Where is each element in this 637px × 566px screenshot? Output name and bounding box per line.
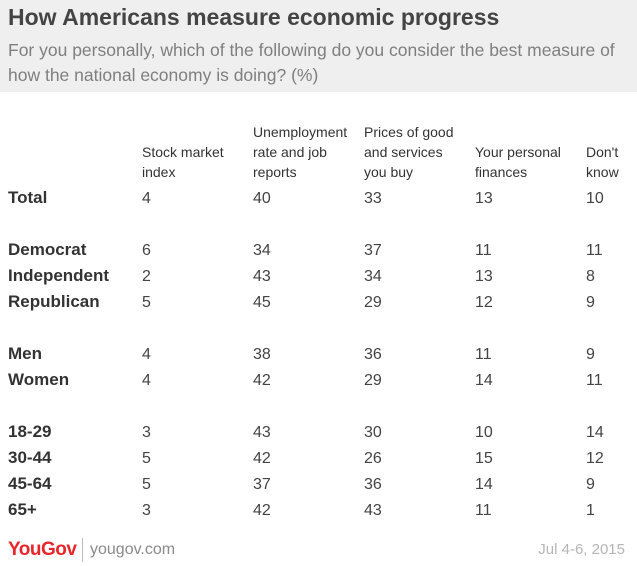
table-row: Total 4 40 33 13 10 <box>0 188 637 214</box>
column-header-line: index <box>142 164 176 180</box>
data-value: 14 <box>475 372 493 389</box>
table-row: Women 4 42 29 14 11 <box>0 370 637 396</box>
data-value: 3 <box>142 424 151 441</box>
data-value: 4 <box>142 190 151 207</box>
data-value: 43 <box>253 268 271 285</box>
data-value: 34 <box>253 242 271 259</box>
column-header: Prices of good and services you buy <box>364 122 476 182</box>
data-value: 11 <box>475 502 492 519</box>
chart-header: How Americans measure economic progress … <box>0 0 637 92</box>
column-header: Stock market index <box>142 142 254 182</box>
row-label: Independent <box>8 266 110 285</box>
data-value: 4 <box>142 346 151 363</box>
table-row: 30-44 5 42 26 15 12 <box>0 448 637 474</box>
column-header-line: Stock market <box>142 144 224 160</box>
data-value: 42 <box>253 502 271 519</box>
yougov-logo: YouGov <box>8 539 77 560</box>
table-row: Democrat 6 34 37 11 11 <box>0 240 637 266</box>
column-header-line: reports <box>253 164 297 180</box>
chart-subtitle: For you personally, which of the followi… <box>8 40 615 85</box>
data-value: 12 <box>586 450 604 467</box>
data-value: 40 <box>253 190 271 207</box>
data-value: 11 <box>475 242 492 259</box>
column-header-line: Your personal <box>475 144 561 160</box>
column-header: Unemployment rate and job reports <box>253 122 365 182</box>
chart-title: How Americans measure economic progress <box>8 4 500 30</box>
data-value: 45 <box>253 294 271 311</box>
data-value: 42 <box>253 372 271 389</box>
data-value: 10 <box>586 190 604 207</box>
row-label: Democrat <box>8 240 87 259</box>
data-value: 34 <box>364 268 382 285</box>
data-value: 11 <box>586 372 603 389</box>
footer-divider <box>82 538 83 562</box>
data-value: 38 <box>253 346 271 363</box>
data-value: 43 <box>253 424 271 441</box>
data-value: 29 <box>364 294 382 311</box>
column-header-line: you buy <box>364 164 414 180</box>
column-header-line: know <box>586 164 619 180</box>
row-label: Men <box>8 344 42 363</box>
data-value: 5 <box>142 294 151 311</box>
data-value: 2 <box>142 268 151 285</box>
row-label: 45-64 <box>8 474 52 493</box>
row-label: 30-44 <box>8 448 52 467</box>
data-value: 6 <box>142 242 151 259</box>
data-value: 4 <box>142 372 151 389</box>
footer-date: Jul 4-6, 2015 <box>538 541 625 558</box>
table-row: Independent 2 43 34 13 8 <box>0 266 637 292</box>
column-header: Don't know <box>586 142 637 182</box>
data-value: 36 <box>364 476 382 493</box>
data-value: 13 <box>475 190 493 207</box>
data-value: 10 <box>475 424 493 441</box>
data-value: 37 <box>253 476 271 493</box>
data-value: 9 <box>586 476 595 493</box>
data-value: 8 <box>586 268 595 285</box>
column-header-line: rate and job <box>253 144 327 160</box>
column-header: Your personal finances <box>475 142 587 182</box>
row-label: Republican <box>8 292 100 311</box>
data-value: 42 <box>253 450 271 467</box>
row-label: 65+ <box>8 500 37 519</box>
column-header-line: and services <box>364 144 443 160</box>
data-value: 29 <box>364 372 382 389</box>
data-value: 9 <box>586 294 595 311</box>
data-value: 11 <box>586 242 603 259</box>
column-header-line: Don't <box>586 144 619 160</box>
data-value: 13 <box>475 268 493 285</box>
data-value: 12 <box>475 294 493 311</box>
data-value: 9 <box>586 346 595 363</box>
column-header-line: Prices of good <box>364 124 454 140</box>
data-value: 5 <box>142 450 151 467</box>
data-value: 37 <box>364 242 382 259</box>
table-row: Men 4 38 36 11 9 <box>0 344 637 370</box>
data-value: 3 <box>142 502 151 519</box>
data-value: 30 <box>364 424 382 441</box>
data-value: 1 <box>586 502 595 519</box>
table-row: Republican 5 45 29 12 9 <box>0 292 637 318</box>
row-label: 18-29 <box>8 422 52 441</box>
data-value: 11 <box>475 346 492 363</box>
data-value: 15 <box>475 450 493 467</box>
data-value: 14 <box>586 424 604 441</box>
footer-site: yougov.com <box>90 541 176 558</box>
column-header-line: Unemployment <box>253 124 348 140</box>
data-value: 43 <box>364 502 382 519</box>
row-label: Women <box>8 370 70 389</box>
row-label: Total <box>8 188 48 207</box>
table-row: 18-29 3 43 30 10 14 <box>0 422 637 448</box>
column-header-line: finances <box>475 164 528 180</box>
data-value: 26 <box>364 450 382 467</box>
data-value: 36 <box>364 346 382 363</box>
data-value: 33 <box>364 190 382 207</box>
data-value: 14 <box>475 476 493 493</box>
table-row: 45-64 5 37 36 14 9 <box>0 474 637 500</box>
data-value: 5 <box>142 476 151 493</box>
table-row: 65+ 3 42 43 11 1 <box>0 500 637 526</box>
